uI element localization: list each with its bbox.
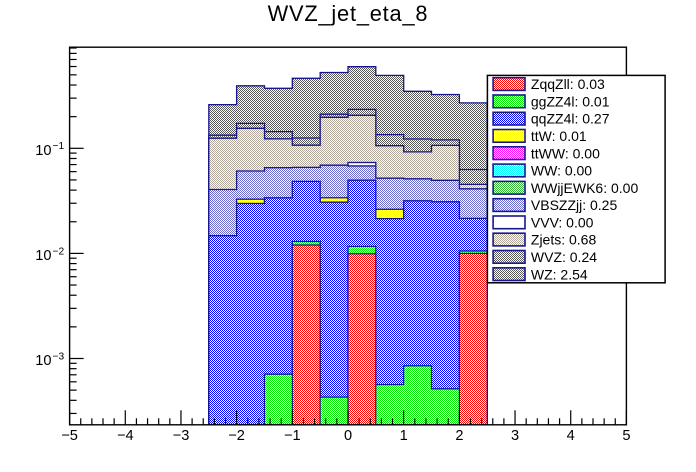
svg-text:WW: 0.00: WW: 0.00 [531,163,592,179]
svg-text:−3: −3 [53,351,65,362]
svg-text:−2: −2 [53,246,65,257]
svg-text:10: 10 [35,143,51,159]
svg-text:−5: −5 [61,428,78,444]
svg-text:WVZ: 0.24: WVZ: 0.24 [531,249,597,265]
svg-text:1: 1 [400,428,408,444]
svg-text:5: 5 [622,428,630,444]
svg-text:−2: −2 [228,428,245,444]
svg-text:WVZ_jet_eta_8: WVZ_jet_eta_8 [268,1,429,26]
svg-text:VBSZZjj: 0.25: VBSZZjj: 0.25 [531,197,618,213]
svg-text:3: 3 [511,428,519,444]
svg-text:Zjets: 0.68: Zjets: 0.68 [531,232,597,248]
svg-text:0: 0 [344,428,352,444]
svg-text:qqZZ4l: 0.27: qqZZ4l: 0.27 [531,111,610,127]
svg-text:ttWW: 0.00: ttWW: 0.00 [531,145,600,161]
svg-text:ttW: 0.01: ttW: 0.01 [531,128,587,144]
svg-text:4: 4 [567,428,575,444]
svg-text:−3: −3 [173,428,190,444]
svg-text:10: 10 [35,248,51,264]
svg-text:ZqqZll: 0.03: ZqqZll: 0.03 [531,76,605,92]
svg-text:ggZZ4l: 0.01: ggZZ4l: 0.01 [531,93,610,109]
svg-text:−4: −4 [117,428,134,444]
svg-text:−1: −1 [284,428,301,444]
svg-text:VVV: 0.00: VVV: 0.00 [531,214,594,230]
svg-text:WZ: 2.54: WZ: 2.54 [531,266,588,282]
svg-text:10: 10 [35,353,51,369]
svg-text:WWjjEWK6: 0.00: WWjjEWK6: 0.00 [531,180,639,196]
svg-text:−1: −1 [53,141,65,152]
svg-text:2: 2 [455,428,463,444]
